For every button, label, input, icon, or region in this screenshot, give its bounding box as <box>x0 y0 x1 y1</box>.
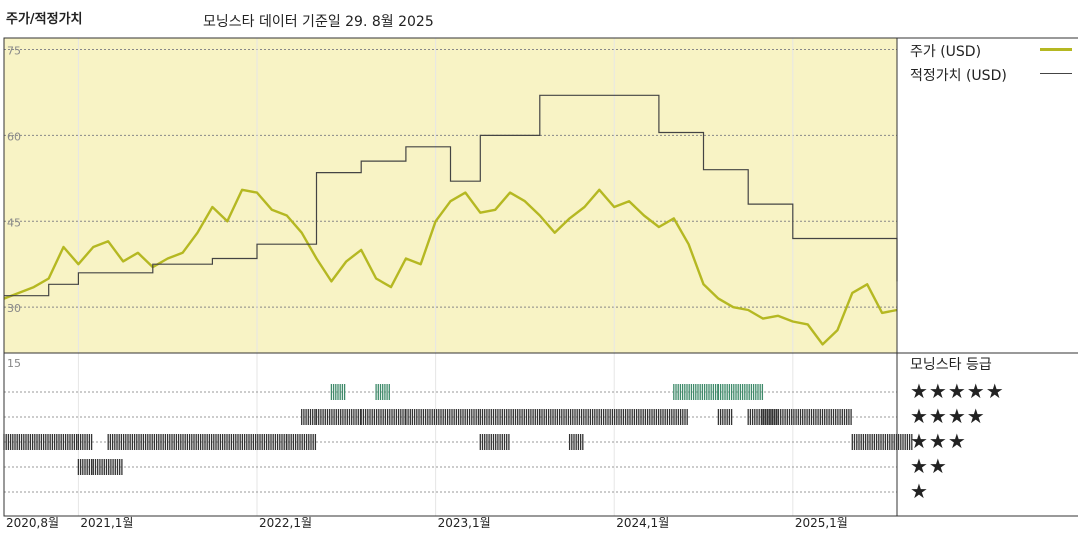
rating-segment-3-star-6 <box>851 434 913 450</box>
legend-four-stars: ★★★★ <box>910 404 986 428</box>
x-tick-label-1: 2021,1월 <box>80 516 133 530</box>
fair-value-step-line <box>4 94 898 297</box>
rating-segment-4-star-1 <box>315 409 362 425</box>
legend-five-stars: ★★★★★ <box>910 379 1005 403</box>
rating-segment-4-star-5 <box>539 409 688 425</box>
rating-segment-4-star-3 <box>405 409 480 425</box>
legend-one-star: ★ <box>910 479 929 503</box>
x-tick-label-5: 2025,1월 <box>795 516 848 530</box>
y-tick-label-60: 60 <box>7 130 21 143</box>
y-tick-label-75: 75 <box>7 44 21 57</box>
rating-segment-5-star-1 <box>375 384 390 400</box>
price-panel-background <box>4 38 897 353</box>
legend-fair-value-label: 적정가치 (USD) <box>910 68 1007 84</box>
rating-segment-3-star-0 <box>3 434 78 450</box>
x-tick-label-0: 2020,8월 <box>6 516 59 530</box>
chart-title: 주가/적정가치 <box>6 12 83 27</box>
rating-segment-3-star-2 <box>107 434 288 450</box>
x-tick-label-3: 2023,1월 <box>438 516 491 530</box>
rating-segment-4-star-6 <box>717 409 733 425</box>
rating-y-tick-label: 15 <box>7 357 21 370</box>
rating-segment-2-star-1 <box>92 459 123 475</box>
y-tick-label-45: 45 <box>7 216 21 229</box>
rating-segment-3-star-1 <box>77 434 93 450</box>
y-tick-label-30: 30 <box>7 302 21 315</box>
rating-segment-3-star-5 <box>568 434 584 450</box>
rating-segment-4-star-0 <box>301 409 316 425</box>
rating-segment-5-star-2 <box>673 384 719 400</box>
legend-price-swatch <box>1040 48 1072 51</box>
rating-segment-4-star-2 <box>360 409 406 425</box>
legend-two-stars: ★★ <box>910 454 948 478</box>
data-date-subtitle: 모닝스타 데이터 기준일 29. 8월 2025 <box>203 14 434 30</box>
rating-segment-5-star-3 <box>717 384 764 400</box>
rating-segment-5-star-0 <box>330 384 346 400</box>
rating-segment-2-star-0 <box>77 459 93 475</box>
x-tick-label-2: 2022,1월 <box>259 516 312 530</box>
legend-price-label: 주가 (USD) <box>910 44 982 60</box>
rating-segment-3-star-4 <box>479 434 510 450</box>
legend-rating-title: 모닝스타 등급 <box>910 357 992 373</box>
rating-segment-4-star-4 <box>479 409 541 425</box>
legend-three-stars: ★★★ <box>910 429 967 453</box>
rating-segment-4-star-8 <box>762 409 852 425</box>
x-tick-label-4: 2024,1월 <box>616 516 669 530</box>
rating-segment-3-star-3 <box>286 434 317 450</box>
legend-fair-value-swatch <box>1040 73 1072 74</box>
